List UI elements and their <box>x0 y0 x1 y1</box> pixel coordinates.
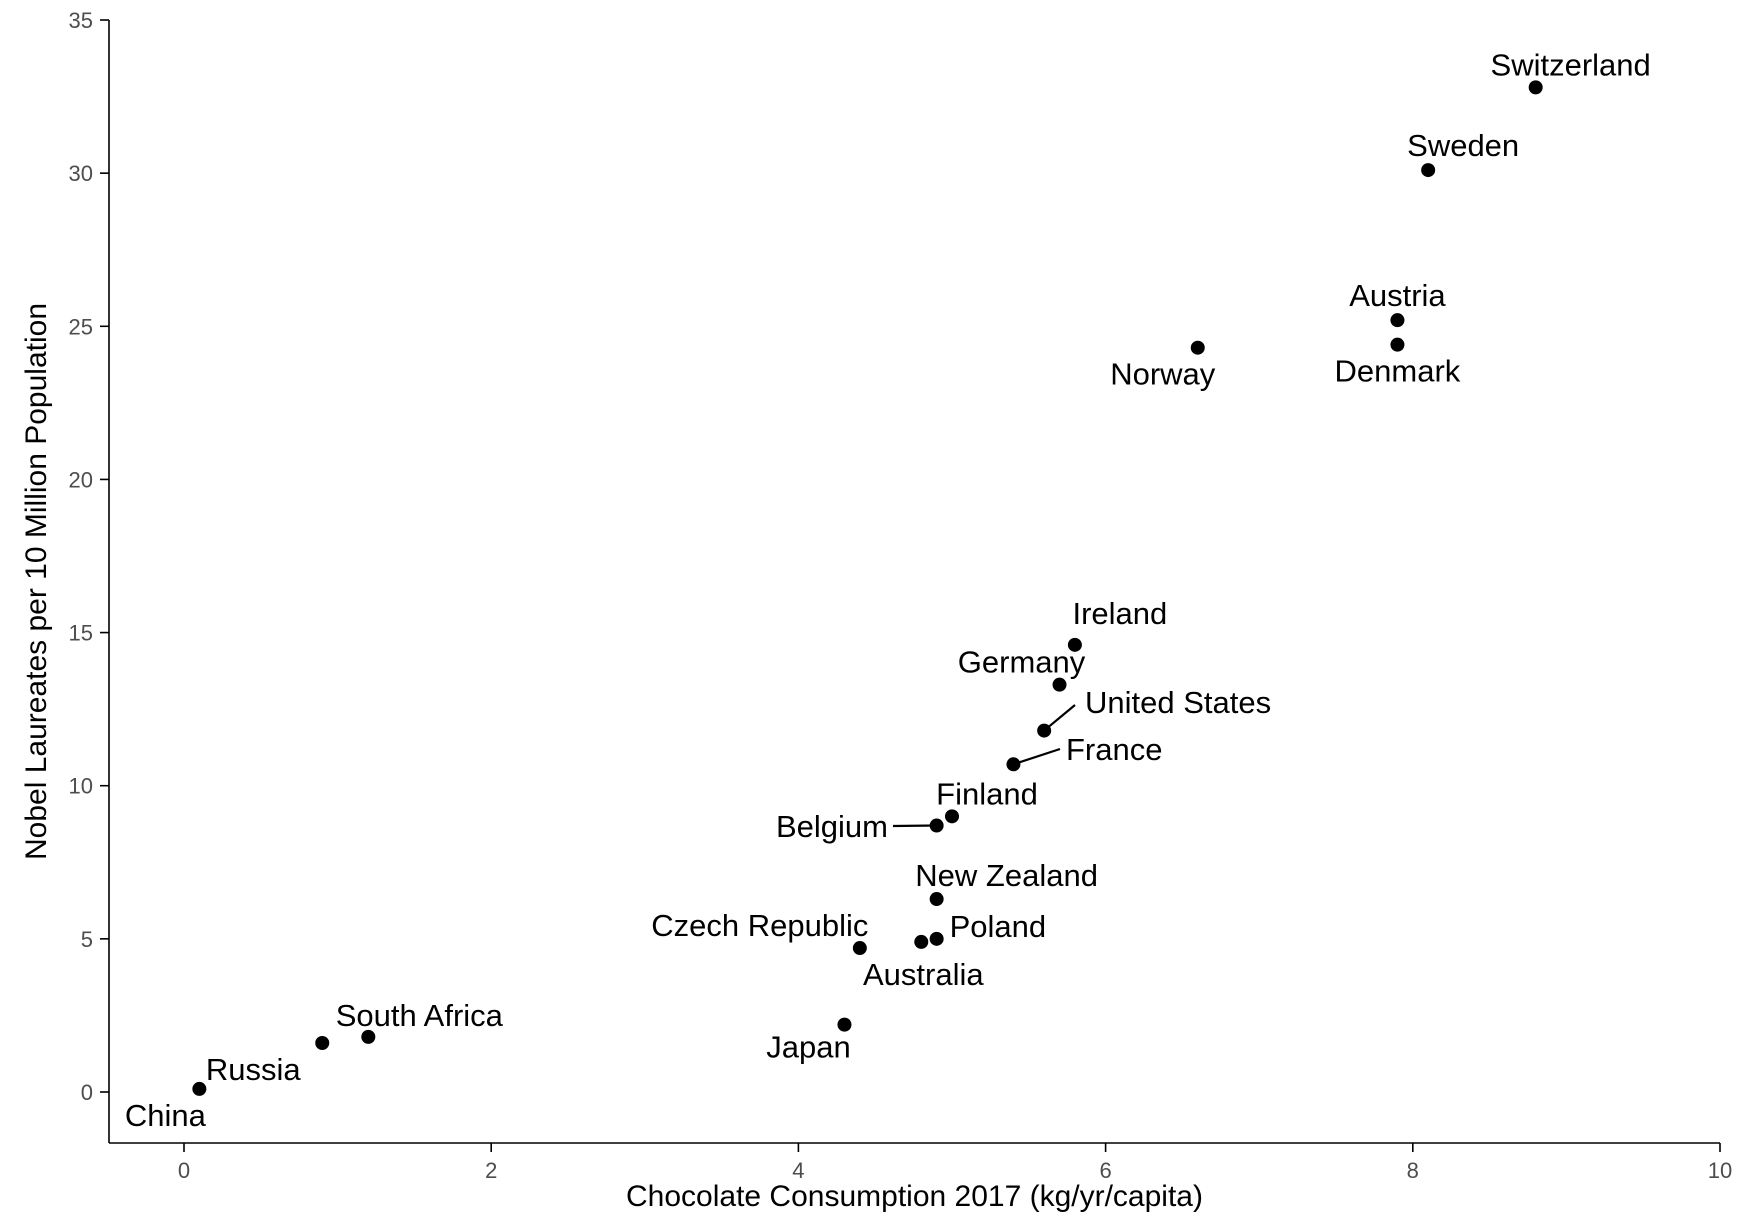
point-switzerland <box>1528 80 1543 95</box>
label-poland: Poland <box>950 909 1047 944</box>
label-united-states: United States <box>1085 685 1271 720</box>
label-japan: Japan <box>766 1030 850 1065</box>
label-russia: Russia <box>206 1052 302 1087</box>
label-denmark: Denmark <box>1335 354 1461 389</box>
label-finland: Finland <box>936 776 1038 811</box>
label-austria: Austria <box>1349 278 1446 313</box>
label-new-zealand: New Zealand <box>915 858 1098 893</box>
point-ireland <box>1067 637 1082 652</box>
data-points <box>192 80 1543 1096</box>
y-tick-label: 0 <box>81 1080 93 1105</box>
leader-france <box>1013 747 1061 766</box>
x-tick-label: 2 <box>485 1158 497 1183</box>
y-tick-label: 30 <box>69 161 93 186</box>
x-tick-label: 8 <box>1407 1158 1419 1183</box>
y-axis-ticks: 0 5 10 15 20 25 30 35 <box>69 8 109 1105</box>
point-china <box>192 1081 207 1096</box>
label-ireland: Ireland <box>1072 596 1167 631</box>
y-tick-label: 35 <box>69 8 93 33</box>
point-australia <box>914 934 929 949</box>
point-finland <box>945 809 959 824</box>
label-norway: Norway <box>1110 357 1216 392</box>
point-denmark <box>1390 337 1405 352</box>
label-switzerland: Switzerland <box>1491 47 1651 82</box>
x-tick-label: 10 <box>1708 1158 1732 1183</box>
label-sweden: Sweden <box>1407 128 1519 163</box>
label-south-africa: South Africa <box>336 998 504 1033</box>
y-tick-label: 5 <box>81 927 93 952</box>
label-france: France <box>1066 732 1162 767</box>
y-tick-label: 10 <box>69 774 93 799</box>
point-south-africa <box>361 1029 376 1044</box>
point-japan <box>837 1017 852 1032</box>
y-tick-label: 15 <box>69 621 93 646</box>
y-tick-label: 25 <box>69 314 93 339</box>
label-czech-republic: Czech Republic <box>651 908 868 943</box>
x-tick-label: 4 <box>792 1158 804 1183</box>
point-new-zealand <box>929 892 944 907</box>
x-tick-label: 6 <box>1099 1158 1111 1183</box>
point-russia <box>315 1035 330 1050</box>
point-belgium <box>929 818 944 833</box>
point-austria <box>1390 313 1405 328</box>
point-norway <box>1190 340 1205 355</box>
label-australia: Australia <box>863 957 984 992</box>
point-united-states <box>1037 723 1052 738</box>
label-belgium: Belgium <box>776 809 888 844</box>
label-germany: Germany <box>958 645 1086 680</box>
x-axis-ticks: 0 2 4 6 8 10 <box>178 1143 1732 1183</box>
axes: 0 5 10 15 20 25 30 35 0 2 4 6 8 10 <box>69 8 1733 1183</box>
point-sweden <box>1421 163 1436 178</box>
point-germany <box>1052 677 1067 692</box>
y-axis-title: Nobel Laureates per 10 Million Populatio… <box>20 303 53 860</box>
point-labels: Switzerland Sweden Austria Denmark Norway Ire… <box>125 47 1651 1133</box>
x-tick-label: 0 <box>178 1158 190 1183</box>
x-axis-title: Chocolate Consumption 2017 (kg/yr/capita… <box>626 1180 1203 1213</box>
label-china: China <box>125 1098 207 1133</box>
y-tick-label: 20 <box>69 467 93 492</box>
point-czech-republic <box>852 941 867 956</box>
point-poland <box>929 931 944 946</box>
point-france <box>1006 757 1021 772</box>
